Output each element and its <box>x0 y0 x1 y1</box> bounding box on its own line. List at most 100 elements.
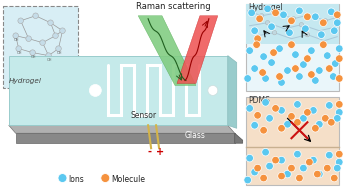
Text: Raman scattering: Raman scattering <box>136 2 210 11</box>
Circle shape <box>325 65 333 72</box>
Circle shape <box>254 164 261 172</box>
Circle shape <box>288 41 295 48</box>
Circle shape <box>323 52 331 59</box>
Circle shape <box>312 125 319 132</box>
Circle shape <box>310 107 317 114</box>
Circle shape <box>262 99 269 106</box>
Circle shape <box>30 50 35 55</box>
Circle shape <box>314 170 321 178</box>
Circle shape <box>304 108 311 116</box>
Circle shape <box>272 9 279 17</box>
Circle shape <box>295 174 303 182</box>
Text: OH: OH <box>56 51 62 55</box>
Circle shape <box>251 122 258 129</box>
Text: Ions: Ions <box>68 175 84 184</box>
Circle shape <box>16 46 21 51</box>
Circle shape <box>335 45 343 52</box>
Circle shape <box>304 55 311 62</box>
Circle shape <box>294 150 301 158</box>
Circle shape <box>294 101 301 108</box>
Text: OH: OH <box>46 58 52 62</box>
Circle shape <box>292 51 299 58</box>
Circle shape <box>260 126 267 134</box>
Text: Hydrogel: Hydrogel <box>9 78 42 84</box>
Circle shape <box>335 55 343 62</box>
Circle shape <box>305 33 310 37</box>
Circle shape <box>333 11 341 19</box>
Circle shape <box>323 164 331 172</box>
FancyBboxPatch shape <box>246 97 339 185</box>
Circle shape <box>56 46 61 51</box>
Circle shape <box>60 28 65 33</box>
Circle shape <box>330 73 337 80</box>
Circle shape <box>272 30 277 35</box>
Circle shape <box>288 112 295 120</box>
Text: Sensor: Sensor <box>130 111 156 120</box>
Circle shape <box>295 73 303 80</box>
Circle shape <box>53 33 58 39</box>
Text: Glass: Glass <box>185 131 206 140</box>
Text: Molecule: Molecule <box>111 175 145 184</box>
Text: OH: OH <box>14 38 19 42</box>
Circle shape <box>284 170 291 178</box>
Circle shape <box>33 13 39 19</box>
Circle shape <box>325 151 333 159</box>
Circle shape <box>284 121 291 128</box>
Circle shape <box>40 40 45 45</box>
Circle shape <box>246 154 254 162</box>
Circle shape <box>268 59 275 66</box>
Circle shape <box>327 8 335 15</box>
Circle shape <box>278 172 285 180</box>
Circle shape <box>268 23 275 30</box>
Circle shape <box>256 15 264 22</box>
Circle shape <box>251 168 258 176</box>
Circle shape <box>304 13 311 21</box>
FancyBboxPatch shape <box>3 6 78 88</box>
Circle shape <box>276 73 283 80</box>
Circle shape <box>251 27 258 34</box>
Circle shape <box>335 150 343 158</box>
Circle shape <box>335 101 343 108</box>
Circle shape <box>266 162 273 170</box>
Circle shape <box>302 25 309 33</box>
Circle shape <box>312 77 319 84</box>
Circle shape <box>254 35 261 43</box>
Polygon shape <box>177 16 218 84</box>
Text: Hydrogel: Hydrogel <box>249 3 283 12</box>
Polygon shape <box>16 133 235 143</box>
Circle shape <box>259 14 264 18</box>
Circle shape <box>312 13 319 21</box>
Circle shape <box>246 47 254 54</box>
Circle shape <box>46 53 51 58</box>
Circle shape <box>288 164 295 172</box>
Circle shape <box>265 21 270 25</box>
Circle shape <box>308 47 315 54</box>
Circle shape <box>18 18 23 24</box>
Circle shape <box>26 36 31 41</box>
Circle shape <box>294 119 301 126</box>
Circle shape <box>333 115 341 122</box>
Circle shape <box>322 115 329 122</box>
Polygon shape <box>138 16 196 85</box>
Circle shape <box>315 67 323 74</box>
Polygon shape <box>228 56 237 128</box>
Circle shape <box>310 156 317 164</box>
Polygon shape <box>9 125 235 133</box>
Circle shape <box>244 75 251 82</box>
Circle shape <box>335 108 343 116</box>
Circle shape <box>295 7 303 15</box>
Circle shape <box>308 71 315 78</box>
Text: +: + <box>156 147 164 157</box>
FancyBboxPatch shape <box>246 4 339 91</box>
Circle shape <box>288 17 295 25</box>
Circle shape <box>331 27 338 34</box>
Circle shape <box>262 148 269 156</box>
Circle shape <box>335 75 343 82</box>
Polygon shape <box>235 133 243 143</box>
Circle shape <box>13 33 19 39</box>
Circle shape <box>278 156 285 164</box>
Circle shape <box>260 53 267 60</box>
Circle shape <box>251 65 258 72</box>
Circle shape <box>266 115 273 122</box>
Circle shape <box>300 61 307 68</box>
